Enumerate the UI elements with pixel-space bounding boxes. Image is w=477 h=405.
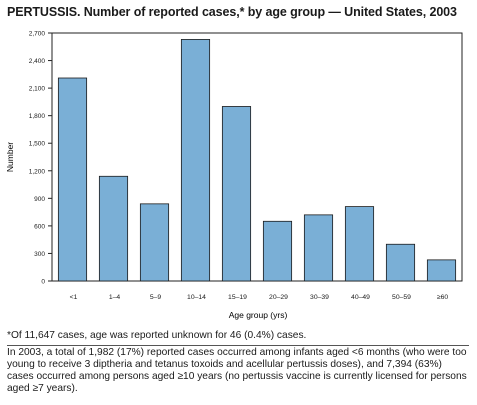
y-axis-label: Number	[5, 142, 15, 172]
y-tick-label: 300	[34, 251, 45, 258]
bar-chart: 0 300 600 900 1,200 1,500 1,800 2,100 2,400 2,700…	[5, 31, 463, 320]
y-tick-label: 900	[34, 196, 45, 203]
y-tick-label: 2,100	[29, 86, 46, 93]
plot-area: 0 300 600 900 1,200 1,500 1,800 2,100 2,400 2,700…	[29, 31, 463, 301]
x-tick-label: 30–39	[310, 294, 329, 301]
explanatory-note: In 2003, a total of 1,982 (17%) reported…	[7, 347, 467, 394]
x-tick-label: <1	[70, 294, 78, 301]
plot-frame	[51, 32, 463, 282]
x-tick-label: ≥60	[437, 294, 449, 301]
y-tick-label: 1,800	[29, 113, 46, 120]
chart-title: PERTUSSIS. Number of reported cases,* by…	[7, 5, 457, 19]
x-tick-label: 50–59	[392, 294, 411, 301]
x-tick-label: 15–19	[228, 294, 247, 301]
bar	[262, 220, 293, 282]
bar	[221, 106, 252, 282]
bar	[139, 203, 170, 282]
footnote-divider	[7, 345, 469, 346]
x-tick-label: 1–4	[109, 294, 121, 301]
bar	[426, 259, 457, 282]
bar	[303, 214, 334, 282]
y-tick-label: 2,700	[29, 31, 46, 38]
x-tick-label: 5–9	[150, 294, 162, 301]
x-tick-label: 20–29	[269, 294, 288, 301]
bar	[344, 206, 375, 282]
x-axis-label: Age group (yrs)	[229, 310, 288, 320]
x-tick-label: 10–14	[187, 294, 206, 301]
bar	[385, 243, 416, 282]
y-tick-label: 600	[34, 223, 45, 230]
bar	[57, 77, 88, 282]
y-tick-label: 1,200	[29, 168, 46, 175]
footnote: *Of 11,647 cases, age was reported unkno…	[7, 330, 307, 341]
y-tick-label: 0	[41, 279, 45, 286]
x-tick-label: 40–49	[351, 294, 370, 301]
bar	[98, 175, 129, 282]
y-tick-label: 1,500	[29, 141, 46, 148]
y-tick-label: 2,400	[29, 58, 46, 65]
bar	[180, 39, 211, 282]
